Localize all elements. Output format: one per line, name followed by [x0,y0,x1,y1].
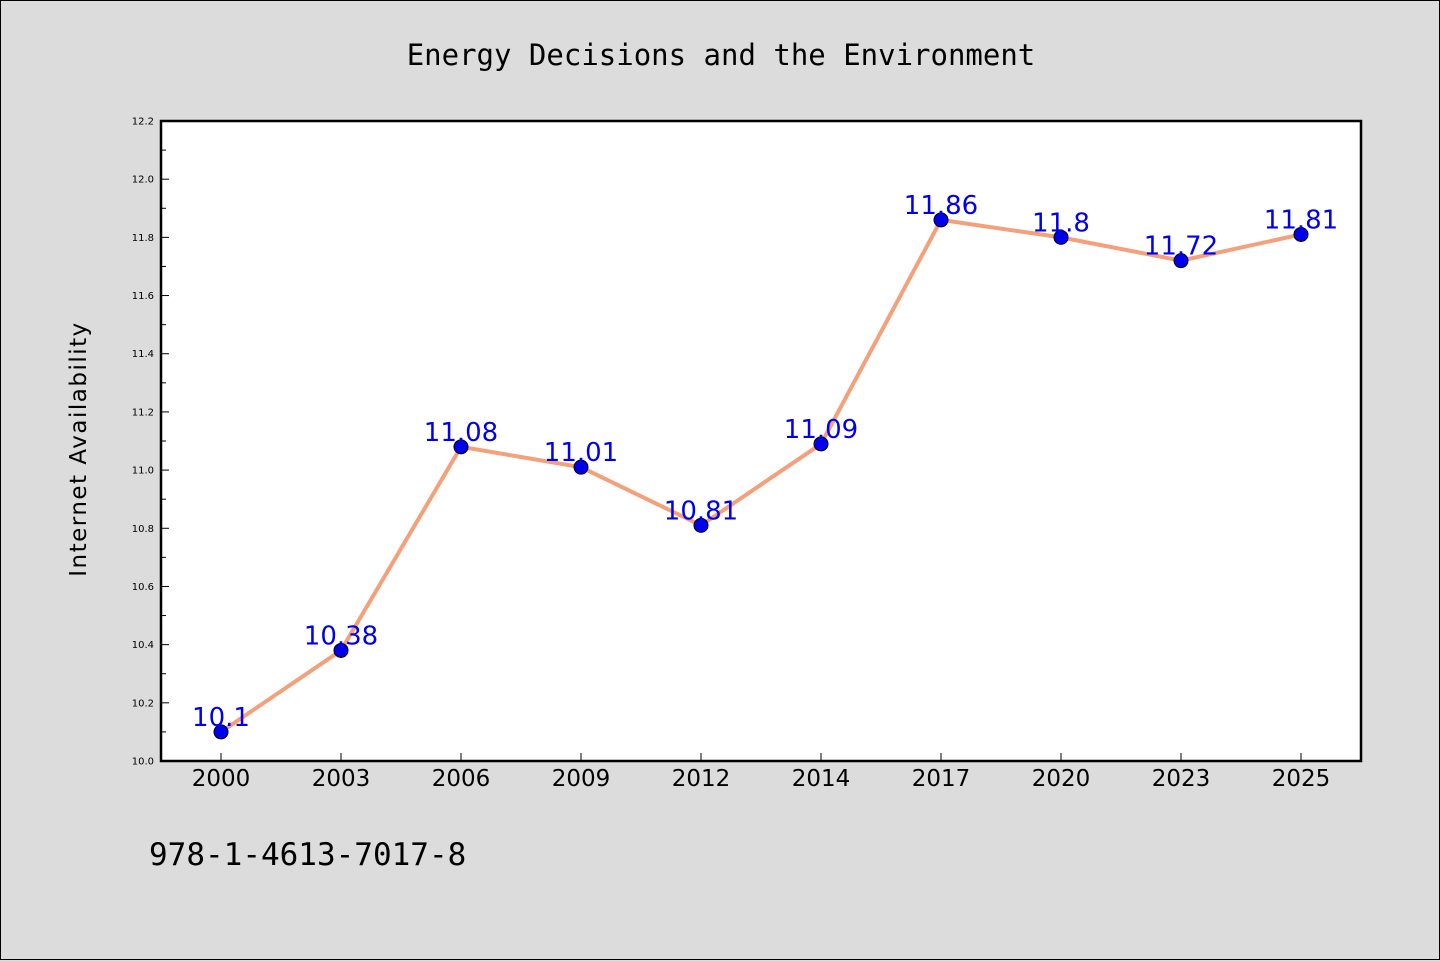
y-tick-label: 11.2 [132,407,154,418]
x-axis-ticks [220,753,1302,761]
x-tick-label: 2006 [432,766,491,792]
x-tick-label: 2025 [1272,766,1331,792]
chart-title: Energy Decisions and the Environment [407,38,1036,72]
y-tick-label: 11.4 [132,349,154,360]
x-tick-label: 2017 [912,766,971,792]
data-label: 10.1 [192,703,250,733]
series-markers [213,212,1309,740]
y-tick-label: 10.0 [132,757,154,768]
y-tick-label: 10.2 [132,698,154,709]
y-tick-label: 11.0 [132,466,154,477]
data-label: 11.81 [1264,205,1338,235]
series-line [219,217,1302,734]
isbn-text: 978-1-4613-7017-8 [149,837,466,873]
x-tick-label: 2009 [552,766,611,792]
y-tick-label: 11.8 [132,233,154,244]
data-point [213,724,229,740]
data-point [453,439,469,455]
data-label: 11.72 [1144,232,1218,262]
data-point [813,436,829,452]
y-axis-tick-labels: 10.0 10.2 10.4 10.6 10.8 11.0 11.2 11.4 11.6 11.8… [132,117,154,768]
data-point [933,212,949,228]
x-tick-label: 2014 [792,766,851,792]
plot-border [159,119,1363,763]
data-label: 10.38 [304,621,378,651]
x-tick-label: 2020 [1032,766,1091,792]
x-axis-tick-labels: 2000 2003 2006 2009 2012 2014 2017 2020 2023 2025 [192,766,1331,792]
x-tick-label: 2023 [1152,766,1211,792]
data-label: 11.86 [904,191,978,221]
x-tick-label: 2000 [192,766,251,792]
data-label: 11.01 [544,438,618,468]
x-tick-label: 2003 [312,766,371,792]
data-label: 10.81 [664,496,738,526]
y-tick-label: 10.8 [132,524,154,535]
data-point [1293,226,1309,242]
data-labels: 10.110.3811.0811.0110.8111.0911.8611.811… [192,191,1338,733]
data-point [693,517,709,533]
y-tick-label: 12.2 [132,117,154,128]
y-tick-label: 10.6 [132,582,154,593]
data-point [333,642,349,658]
plot-area [161,121,1361,761]
y-tick-label: 12.0 [132,175,154,186]
data-point [1173,253,1189,269]
data-point [1053,229,1069,245]
y-tick-label: 11.6 [132,291,154,302]
data-point [573,459,589,475]
data-label: 11.8 [1032,208,1090,238]
y-tick-label: 10.4 [132,640,154,651]
y-axis-label: Internet Availability [66,321,92,577]
data-label: 11.09 [784,415,858,445]
x-tick-label: 2012 [672,766,731,792]
data-label: 11.08 [424,418,498,448]
